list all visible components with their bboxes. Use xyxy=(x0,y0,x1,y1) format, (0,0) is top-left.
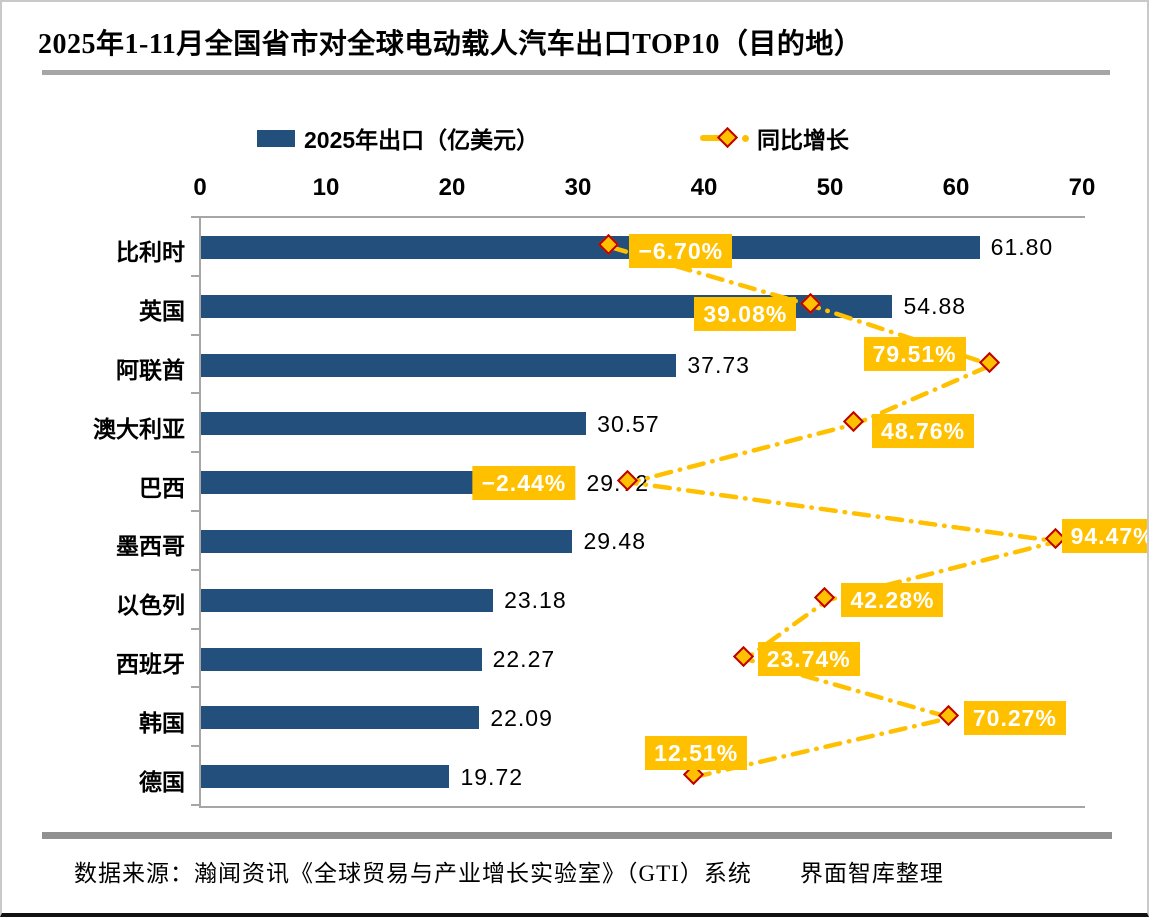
category-axis-tick xyxy=(191,568,199,571)
bar-value-label: 37.73 xyxy=(687,352,750,378)
x-axis-tick-label: 40 xyxy=(690,174,718,201)
growth-marker-diamond-icon xyxy=(978,351,1000,374)
chart-title: 2025年1-11月全国省市对全球电动载人汽车出口TOP10（目的地） xyxy=(38,29,863,60)
growth-marker-diamond-icon xyxy=(732,645,754,668)
category-axis-tick xyxy=(191,804,199,806)
category-label: 以色列 xyxy=(116,592,185,619)
category-label: 韩国 xyxy=(139,709,185,736)
x-axis-tick-label: 70 xyxy=(1068,174,1096,201)
growth-value-label: 94.47% xyxy=(1061,519,1147,554)
category-label: 澳大利亚 xyxy=(93,415,185,442)
export-series-swatch xyxy=(257,129,295,147)
growth-value-label: 79.51% xyxy=(863,337,966,371)
growth-legend-dot xyxy=(742,135,749,142)
category-axis-tick xyxy=(191,451,199,454)
growth-value-label: 70.27% xyxy=(963,700,1066,735)
growth-series-label: 同比增长 xyxy=(757,127,849,153)
category-label: 阿联酋 xyxy=(116,357,185,383)
category-axis-tick xyxy=(191,627,199,630)
legend-item-export: 2025年出口（亿美元） xyxy=(257,120,539,156)
export-bar xyxy=(201,412,587,436)
export-bar xyxy=(201,529,573,553)
bar-value-label: 19.72 xyxy=(460,763,524,790)
bar-value-label: 54.88 xyxy=(903,293,967,320)
category-label: 英国 xyxy=(139,298,185,325)
growth-value-label: 42.28% xyxy=(841,583,944,618)
category-axis-tick xyxy=(191,216,199,218)
category-axis-tick xyxy=(191,745,199,748)
export-bar xyxy=(201,765,450,789)
bar-value-label: 30.57 xyxy=(597,410,660,437)
growth-marker-diamond-icon xyxy=(842,410,865,432)
growth-marker-diamond-icon xyxy=(937,704,959,726)
bar-value-label: 23.18 xyxy=(504,587,567,614)
growth-legend-diamond-icon xyxy=(716,126,739,149)
axis-line-left xyxy=(199,216,201,808)
legend: 2025年出口（亿美元） 同比增长 xyxy=(2,120,1147,156)
category-label: 西班牙 xyxy=(116,651,185,677)
growth-legend-dash xyxy=(700,135,724,141)
x-axis-tick-label: 60 xyxy=(942,174,970,201)
category-axis-tick xyxy=(191,686,199,689)
category-axis-tick xyxy=(191,392,199,395)
growth-value-label: −2.44% xyxy=(472,465,576,500)
title-rule xyxy=(42,70,1110,75)
bar-value-label: 29.72 xyxy=(586,469,650,496)
growth-value-label: 48.76% xyxy=(872,413,975,448)
x-axis-tick-label: 0 xyxy=(193,174,207,201)
category-label: 墨西哥 xyxy=(116,533,185,560)
legend-item-growth: 同比增长 xyxy=(700,120,849,156)
export-bar xyxy=(201,706,480,730)
bar-value-label: 61.80 xyxy=(990,234,1054,261)
export-bar xyxy=(201,235,980,259)
footer-rule xyxy=(42,832,1112,839)
axis-line-bottom xyxy=(199,806,1085,808)
category-axis-tick xyxy=(191,333,199,336)
export-bar xyxy=(201,353,677,377)
export-bar xyxy=(201,588,494,612)
category-label: 德国 xyxy=(139,768,185,795)
bar-value-label: 22.09 xyxy=(490,704,553,731)
x-axis-tick-label: 30 xyxy=(564,174,592,201)
growth-line xyxy=(609,245,1059,779)
growth-value-label: 23.74% xyxy=(757,642,860,676)
category-label: 比利时 xyxy=(116,239,185,266)
export-series-label: 2025年出口（亿美元） xyxy=(304,127,540,153)
category-label: 巴西 xyxy=(139,474,185,501)
growth-value-label: 39.08% xyxy=(694,297,797,332)
export-bar xyxy=(201,647,482,671)
footer-source-text: 数据来源：瀚闻资讯《全球贸易与产业增长实验室》（GTI）系统 界面智库整理 xyxy=(74,861,944,886)
x-axis-tick-label: 20 xyxy=(438,174,466,201)
bar-value-label: 22.27 xyxy=(492,646,556,672)
growth-value-label: −6.70% xyxy=(629,234,733,269)
x-axis-tick-label: 10 xyxy=(312,174,340,201)
growth-marker-diamond-icon xyxy=(814,587,836,609)
category-axis-tick xyxy=(191,274,199,277)
bar-value-label: 29.48 xyxy=(583,528,646,555)
category-axis-tick xyxy=(191,510,199,512)
axis-line-top xyxy=(199,216,1085,218)
growth-value-label: 12.51% xyxy=(645,735,748,770)
x-axis-tick-label: 50 xyxy=(816,174,844,201)
